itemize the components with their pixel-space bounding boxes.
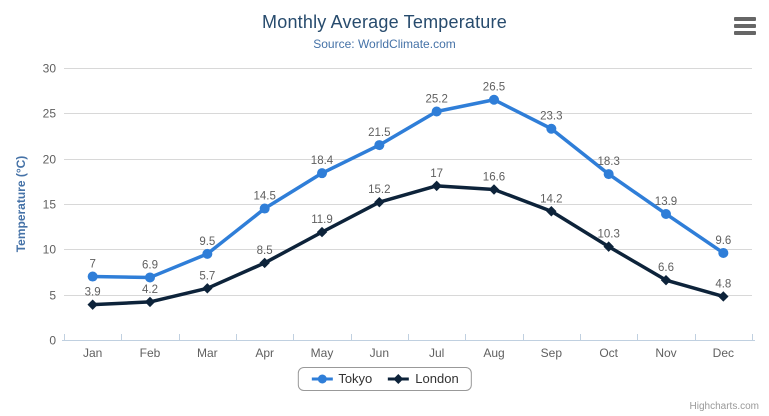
london-data-label: 16.6 (483, 171, 505, 183)
london-data-label: 6.6 (658, 262, 674, 274)
x-tick-label: Apr (255, 346, 274, 360)
london-point-marker[interactable] (718, 291, 729, 302)
legend-label-london: London (415, 371, 459, 386)
chart-title: Monthly Average Temperature (262, 12, 507, 32)
london-data-label: 14.2 (540, 193, 562, 205)
x-tick-label: Oct (599, 346, 618, 360)
london-point-marker[interactable] (202, 283, 213, 294)
y-tick-label: 15 (43, 198, 57, 212)
x-tick-label: Jun (370, 346, 389, 360)
london-data-label: 11.9 (311, 214, 333, 226)
tokyo-point-marker[interactable] (317, 168, 327, 179)
tokyo-data-label: 23.3 (540, 111, 562, 123)
london-data-label: 4.2 (142, 284, 158, 296)
tokyo-point-marker[interactable] (374, 140, 385, 151)
london-point-marker[interactable] (374, 196, 385, 208)
legend-label-tokyo: Tokyo (338, 371, 373, 386)
london-point-marker[interactable] (546, 206, 557, 217)
y-tick-label: 0 (49, 334, 56, 348)
london-data-label: 3.9 (85, 287, 101, 299)
y-axis-title: Temperature (°C) (14, 156, 28, 253)
london-data-label: 4.8 (715, 278, 731, 290)
y-tick-label: 20 (43, 153, 57, 167)
london-point-marker[interactable] (259, 257, 270, 269)
legend: Tokyo London (297, 367, 472, 391)
tokyo-point-marker[interactable] (259, 203, 270, 214)
london-point-marker[interactable] (431, 180, 442, 192)
london-data-label: 5.7 (199, 270, 215, 282)
london-data-label: 10.3 (597, 229, 619, 241)
hamburger-icon (733, 17, 757, 35)
london-data-label: 17 (430, 168, 443, 180)
london-point-marker[interactable] (144, 296, 156, 308)
tokyo-point-marker[interactable] (718, 247, 729, 258)
london-point-marker[interactable] (660, 274, 672, 286)
x-tick-label: Jul (429, 346, 444, 360)
tokyo-data-label: 9.5 (199, 236, 215, 248)
tokyo-point-marker[interactable] (202, 248, 213, 259)
tokyo-point-marker[interactable] (546, 123, 557, 134)
tokyo-data-label: 18.3 (597, 156, 619, 168)
credits-link[interactable]: Highcharts.com (689, 401, 759, 412)
london-data-label: 8.5 (257, 245, 273, 257)
x-tick-label: Dec (713, 346, 734, 360)
tokyo-data-label: 21.5 (368, 127, 390, 139)
london-point-marker[interactable] (488, 184, 500, 195)
tokyo-point-marker[interactable] (603, 169, 614, 180)
y-tick-label: 5 (49, 289, 56, 303)
tokyo-point-marker[interactable] (145, 272, 155, 283)
tokyo-point-marker[interactable] (431, 106, 442, 117)
x-tick-label: Sep (541, 346, 563, 360)
london-series-line[interactable] (90, 184, 726, 307)
tokyo-series-line[interactable] (90, 97, 726, 280)
tokyo-data-label: 6.9 (142, 259, 158, 271)
london-series-marker-icon (388, 373, 410, 384)
london-point-marker[interactable] (603, 241, 614, 252)
x-tick-label: Mar (197, 346, 218, 360)
tokyo-data-label: 14.5 (253, 191, 275, 203)
x-tick-label: Feb (140, 346, 161, 360)
tokyo-data-label: 9.6 (715, 235, 731, 247)
y-tick-label: 25 (43, 107, 57, 121)
london-data-label: 15.2 (368, 184, 390, 196)
tokyo-data-label: 7 (89, 259, 95, 271)
x-tick-label: May (311, 346, 334, 360)
x-tick-label: Jan (83, 346, 102, 360)
tokyo-data-label: 25.2 (425, 94, 447, 106)
x-tick-label: Aug (483, 346, 504, 360)
tokyo-data-label: 26.5 (483, 82, 505, 94)
london-point-marker[interactable] (316, 226, 328, 238)
tokyo-series-marker-icon (311, 374, 333, 383)
y-tick-label: 30 (43, 62, 57, 76)
chart-subtitle: Source: WorldClimate.com (313, 37, 456, 51)
tokyo-point-marker[interactable] (661, 208, 671, 219)
x-tick-label: Nov (655, 346, 676, 360)
tokyo-data-label: 13.9 (655, 196, 677, 208)
london-point-marker[interactable] (87, 299, 98, 310)
legend-item-london[interactable]: London (387, 371, 459, 386)
legend-item-tokyo[interactable]: Tokyo (310, 371, 372, 386)
tokyo-point-marker[interactable] (489, 94, 499, 105)
y-tick-label: 10 (43, 243, 57, 257)
context-menu-button[interactable] (732, 13, 758, 35)
tokyo-point-marker[interactable] (87, 271, 98, 282)
tokyo-data-label: 18.4 (311, 155, 334, 167)
